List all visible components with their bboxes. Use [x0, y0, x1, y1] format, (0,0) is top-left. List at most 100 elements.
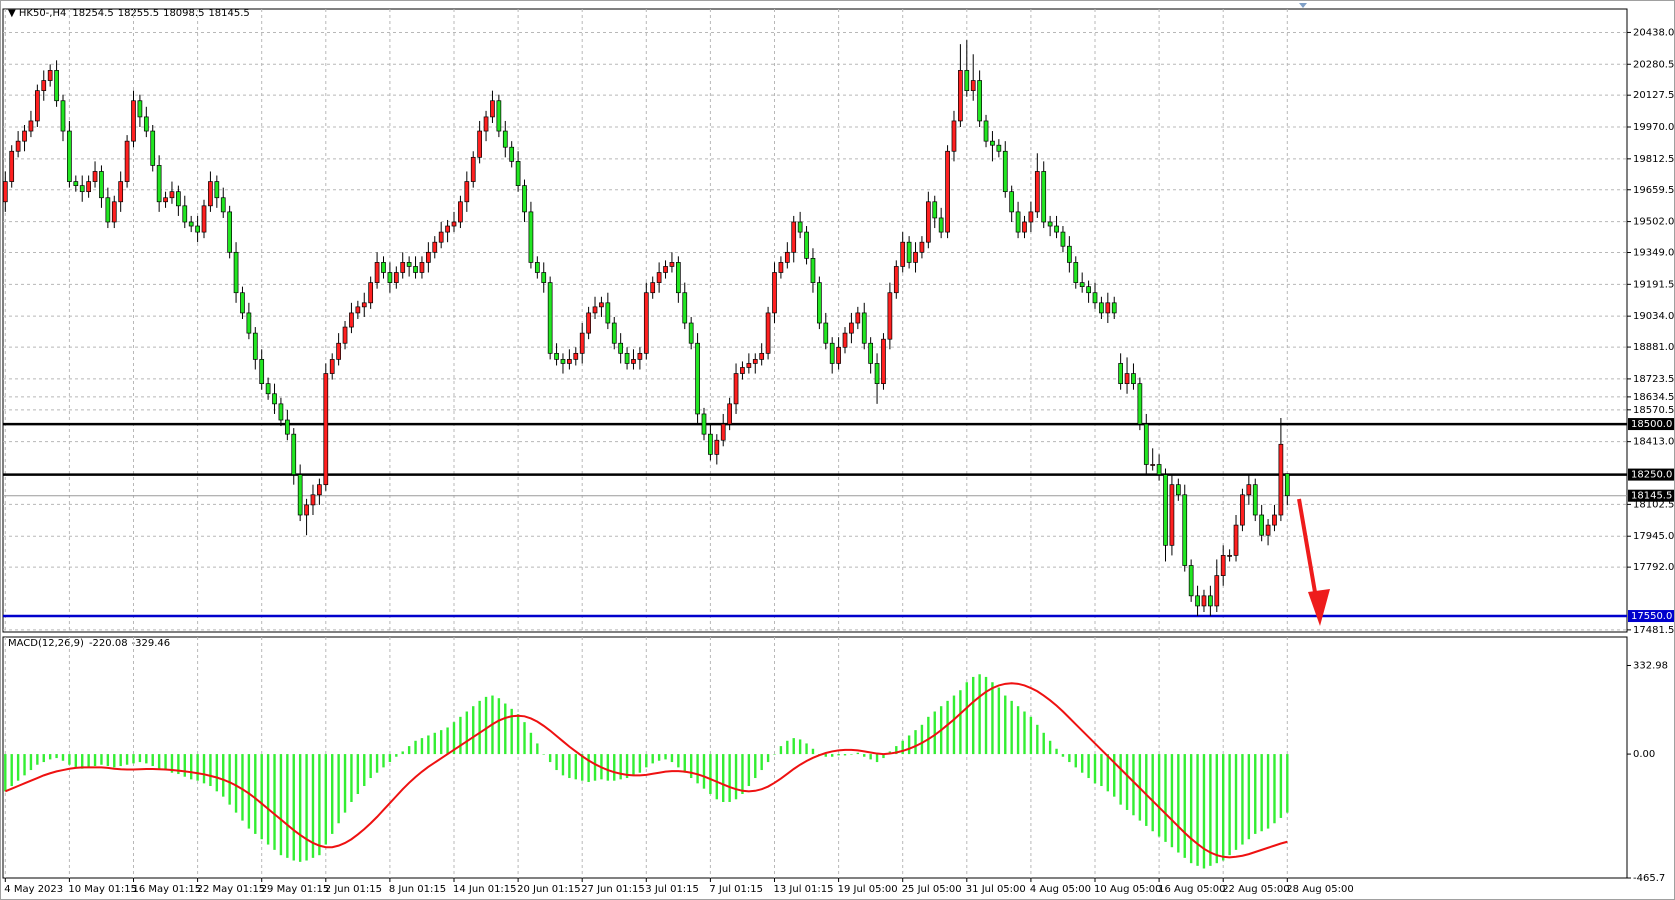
candle-body — [227, 211, 232, 253]
candle-body — [829, 342, 835, 364]
macd-bar — [728, 754, 731, 802]
x-tick-label: 29 May 01:15 — [261, 884, 330, 895]
candle-body — [573, 352, 579, 360]
macd-bar — [952, 695, 956, 755]
candle-body — [259, 359, 265, 384]
macd-bar — [561, 754, 565, 776]
macd-bar — [548, 754, 552, 763]
candle-body — [1124, 373, 1130, 384]
level-label-bg — [1628, 418, 1674, 431]
macd-bar — [593, 754, 597, 781]
macd-bar — [16, 754, 20, 781]
macd-bar — [1029, 716, 1033, 755]
macd-bar — [465, 711, 469, 755]
y-tick-label: 19812.5 — [1633, 154, 1674, 165]
candle-body — [958, 70, 963, 122]
macd-bar — [1074, 754, 1077, 768]
x-tick-label: 22 Aug 05:00 — [1222, 884, 1289, 895]
macd-bar — [266, 754, 270, 845]
macd-bar — [484, 696, 488, 755]
macd-bar — [516, 714, 520, 755]
macd-bar — [1196, 754, 1199, 866]
macd-bar — [286, 754, 289, 858]
candle-body — [304, 504, 309, 516]
macd-bar — [222, 754, 225, 797]
candle-body — [964, 70, 970, 91]
y-tick-label: 20438.0 — [1633, 27, 1674, 38]
macd-bar — [664, 754, 667, 760]
candle-body — [432, 241, 438, 253]
macd-bar — [439, 730, 443, 755]
candle-body — [1195, 595, 1200, 607]
candle-body — [1034, 171, 1040, 213]
macd-bar — [1183, 754, 1186, 858]
macd-bar — [177, 754, 180, 775]
candle-body — [1163, 474, 1168, 546]
macd-bar — [1241, 754, 1244, 845]
candle-body — [720, 423, 726, 441]
macd-bar — [356, 754, 360, 794]
x-tick-label: 27 Jun 01:15 — [581, 884, 645, 895]
macd-bar — [709, 754, 712, 794]
candle-body — [842, 332, 848, 348]
candle-body — [1233, 524, 1239, 556]
candle-body — [1105, 302, 1111, 314]
y-tick-label: 18102.5 — [1633, 499, 1674, 510]
candle-body — [951, 120, 957, 152]
macd-bar — [747, 754, 751, 787]
candle-body — [393, 272, 399, 283]
candle-body — [368, 282, 374, 304]
candle-body — [515, 161, 521, 186]
macd-bar — [991, 682, 994, 755]
macd-bar — [657, 754, 661, 761]
macd-bar — [93, 754, 97, 767]
candle-body — [470, 156, 476, 182]
candle-body — [169, 191, 175, 199]
candle-body — [849, 322, 854, 334]
y-tick-label: 18723.5 — [1633, 374, 1674, 385]
candle-body — [1086, 286, 1091, 294]
macd-bar — [574, 754, 577, 780]
candle-body — [1137, 383, 1143, 425]
candle-body — [1278, 443, 1284, 516]
down-arrow — [1297, 498, 1330, 626]
macd-bar — [536, 743, 539, 755]
candle-body — [656, 272, 662, 283]
candle-body — [1201, 595, 1207, 607]
macd-bar — [87, 754, 90, 768]
macd-bar — [523, 722, 526, 755]
candle-body — [105, 197, 111, 223]
header-close: 18145.5 — [208, 8, 249, 19]
macd-bar — [298, 754, 302, 862]
x-tick-label: 10 May 01:15 — [68, 884, 137, 895]
x-tick-label: 22 May 01:15 — [197, 884, 266, 895]
macd-bar — [1119, 754, 1122, 805]
x-tick-label: 16 Aug 05:00 — [1158, 884, 1225, 895]
candle-body — [1175, 484, 1181, 496]
macd-bar — [837, 754, 840, 756]
macd-bar — [677, 754, 680, 768]
candle-body — [1246, 484, 1252, 496]
candle-body — [1156, 464, 1162, 475]
candle-body — [111, 201, 117, 223]
candle-body — [1092, 292, 1098, 304]
macd-bar — [241, 754, 244, 821]
candle-body — [483, 116, 489, 132]
candle-body — [913, 251, 918, 263]
candle-body — [265, 383, 271, 395]
macd-bar — [48, 754, 52, 760]
candle-body — [342, 326, 348, 344]
candle-body — [592, 306, 598, 314]
macd-bar — [1279, 754, 1283, 818]
candle-body — [86, 181, 91, 193]
candle-body — [1150, 464, 1156, 466]
y-tick-label: 19502.0 — [1633, 217, 1674, 228]
candle-body — [220, 197, 226, 213]
macd-bar — [587, 754, 590, 783]
macd-bar — [260, 754, 263, 840]
candle-body — [214, 181, 220, 199]
macd-bar — [318, 754, 321, 856]
candle-body — [246, 312, 252, 334]
